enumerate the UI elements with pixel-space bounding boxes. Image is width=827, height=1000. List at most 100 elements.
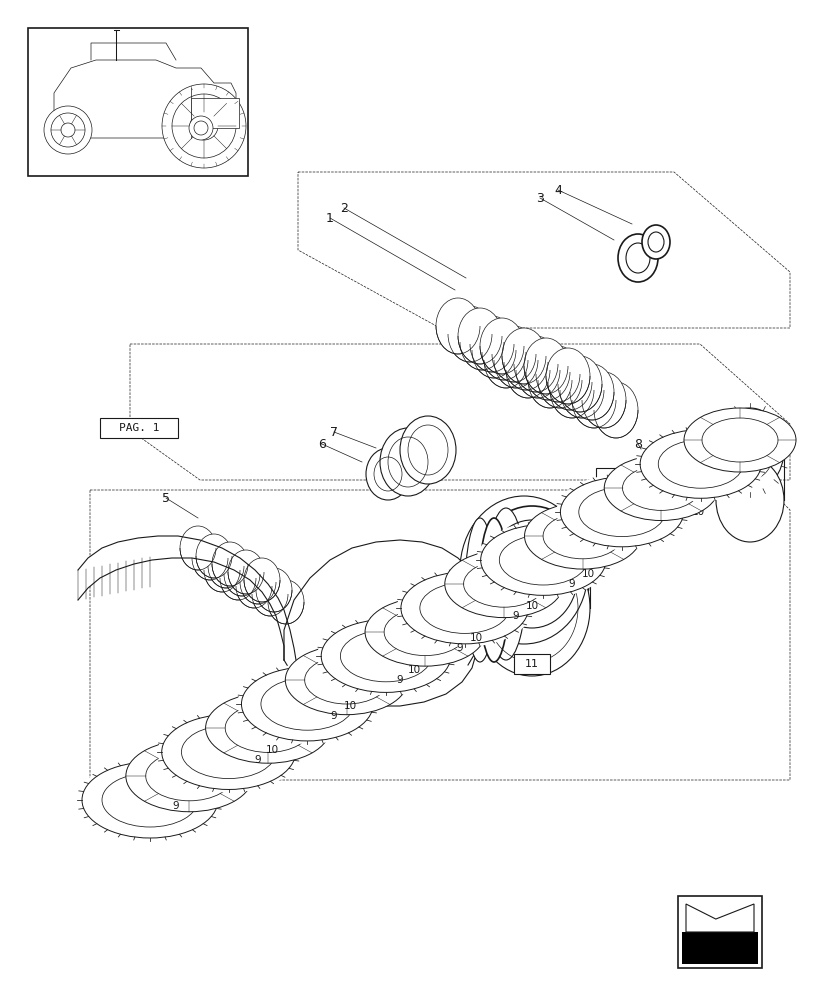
Ellipse shape xyxy=(525,344,569,400)
Ellipse shape xyxy=(236,564,272,608)
Ellipse shape xyxy=(268,580,304,624)
Ellipse shape xyxy=(196,534,232,578)
Ellipse shape xyxy=(205,693,330,763)
Ellipse shape xyxy=(365,598,485,666)
Ellipse shape xyxy=(162,84,246,168)
Ellipse shape xyxy=(224,552,260,596)
Ellipse shape xyxy=(538,352,581,408)
Bar xyxy=(681,932,757,964)
Ellipse shape xyxy=(317,617,454,695)
Text: 9: 9 xyxy=(622,549,629,559)
Bar xyxy=(191,98,239,128)
Ellipse shape xyxy=(641,225,669,259)
Ellipse shape xyxy=(559,362,603,418)
Ellipse shape xyxy=(494,332,538,388)
Text: 11: 11 xyxy=(524,659,538,669)
Ellipse shape xyxy=(514,336,557,392)
Text: 9: 9 xyxy=(173,801,179,811)
Ellipse shape xyxy=(227,550,264,594)
Ellipse shape xyxy=(484,332,528,388)
Text: 1: 1 xyxy=(326,212,333,225)
Text: 10: 10 xyxy=(691,507,704,517)
Text: 4: 4 xyxy=(553,184,562,197)
Ellipse shape xyxy=(639,430,760,498)
Ellipse shape xyxy=(557,356,601,412)
Ellipse shape xyxy=(457,308,501,364)
Ellipse shape xyxy=(635,427,764,501)
Ellipse shape xyxy=(491,326,535,382)
Ellipse shape xyxy=(715,458,783,542)
Ellipse shape xyxy=(485,508,525,660)
Ellipse shape xyxy=(480,525,605,595)
Ellipse shape xyxy=(473,506,590,642)
Ellipse shape xyxy=(44,106,92,154)
Ellipse shape xyxy=(473,540,590,676)
Polygon shape xyxy=(686,904,753,932)
Text: 6: 6 xyxy=(318,438,326,450)
Ellipse shape xyxy=(556,474,686,550)
Ellipse shape xyxy=(505,342,549,398)
Ellipse shape xyxy=(470,316,514,372)
Ellipse shape xyxy=(208,544,244,588)
Ellipse shape xyxy=(447,306,491,362)
Text: PAG. 1: PAG. 1 xyxy=(118,423,159,433)
Ellipse shape xyxy=(549,362,593,418)
Text: 8: 8 xyxy=(633,438,641,450)
Ellipse shape xyxy=(444,550,562,618)
Ellipse shape xyxy=(593,382,638,438)
Ellipse shape xyxy=(715,408,783,492)
Ellipse shape xyxy=(547,354,591,410)
Ellipse shape xyxy=(61,123,75,137)
Ellipse shape xyxy=(240,560,275,604)
Text: 9: 9 xyxy=(330,711,337,721)
Ellipse shape xyxy=(683,408,795,472)
Ellipse shape xyxy=(400,572,528,644)
Bar xyxy=(677,896,761,968)
Ellipse shape xyxy=(436,298,480,354)
Ellipse shape xyxy=(78,759,222,841)
Text: 5: 5 xyxy=(162,491,170,504)
Ellipse shape xyxy=(237,664,377,744)
Text: 9: 9 xyxy=(568,579,575,589)
Text: 10: 10 xyxy=(469,633,482,643)
Text: 2: 2 xyxy=(340,202,347,215)
Text: 10: 10 xyxy=(634,539,648,549)
Ellipse shape xyxy=(82,762,218,838)
Ellipse shape xyxy=(471,322,515,378)
Ellipse shape xyxy=(545,348,590,404)
Text: 9: 9 xyxy=(678,517,685,527)
Text: 10: 10 xyxy=(581,569,594,579)
Ellipse shape xyxy=(523,338,567,394)
Ellipse shape xyxy=(220,556,256,600)
Ellipse shape xyxy=(189,116,213,140)
Ellipse shape xyxy=(460,314,504,370)
Ellipse shape xyxy=(157,712,299,792)
Text: 9: 9 xyxy=(512,611,519,621)
Ellipse shape xyxy=(192,536,227,580)
Ellipse shape xyxy=(501,328,545,384)
Ellipse shape xyxy=(256,568,292,612)
Ellipse shape xyxy=(515,342,559,398)
Text: 10: 10 xyxy=(343,701,356,711)
Bar xyxy=(100,418,178,438)
Ellipse shape xyxy=(604,455,718,521)
Ellipse shape xyxy=(617,234,657,282)
Ellipse shape xyxy=(569,364,614,420)
Ellipse shape xyxy=(523,503,640,569)
Text: 7: 7 xyxy=(330,426,337,438)
Ellipse shape xyxy=(504,334,547,390)
Ellipse shape xyxy=(476,522,609,598)
Ellipse shape xyxy=(480,318,523,374)
Text: 9: 9 xyxy=(396,675,403,685)
Ellipse shape xyxy=(241,667,373,741)
Ellipse shape xyxy=(161,715,295,789)
Polygon shape xyxy=(284,540,480,706)
Text: 10: 10 xyxy=(265,745,278,755)
Ellipse shape xyxy=(366,448,409,500)
Text: 10: 10 xyxy=(525,601,538,611)
Polygon shape xyxy=(54,60,236,138)
Ellipse shape xyxy=(203,548,240,592)
Ellipse shape xyxy=(560,477,683,547)
Bar xyxy=(514,654,549,674)
Text: 9: 9 xyxy=(457,643,463,653)
